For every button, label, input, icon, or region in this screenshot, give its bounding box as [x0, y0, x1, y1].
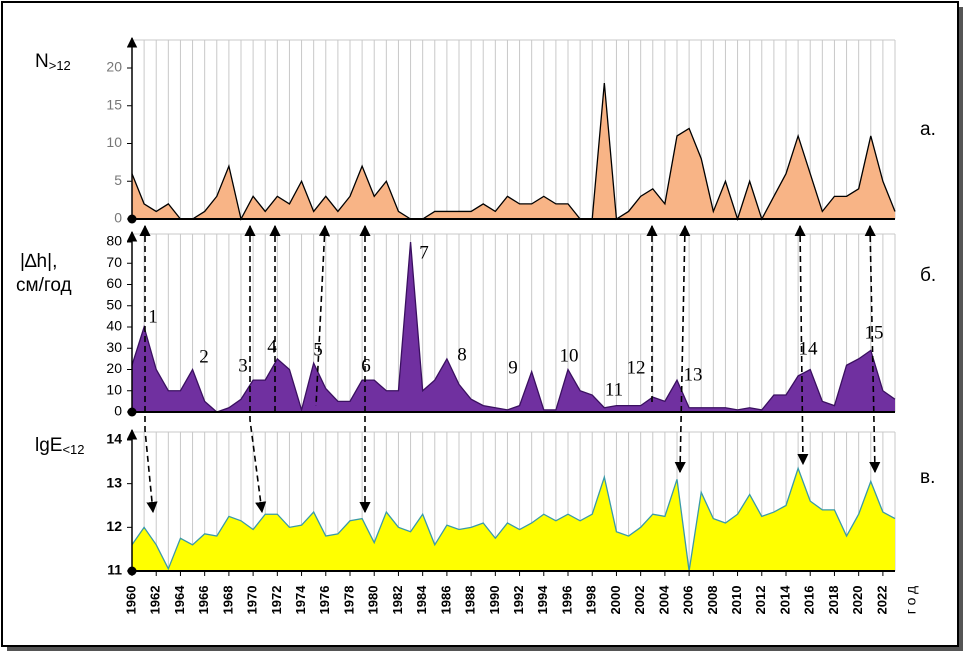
panel-label: б. — [920, 265, 936, 286]
x-tick-label: 1986 — [438, 586, 453, 615]
panel-label: в. — [920, 467, 935, 488]
x-tick-label: 1970 — [245, 586, 260, 615]
x-tick-label: 2000 — [608, 586, 623, 615]
y-label-main: lgE — [35, 435, 62, 456]
x-tick-label: 1960 — [123, 586, 138, 615]
x-tick-label: 1988 — [463, 586, 478, 615]
annotation: 8 — [457, 344, 467, 365]
x-tick-label: 1966 — [196, 586, 211, 615]
area — [132, 242, 895, 412]
arrow — [315, 224, 331, 407]
y-tick-label: 11 — [107, 562, 122, 578]
y-tick-label: 30 — [106, 339, 122, 355]
x-tick-label: 1990 — [487, 586, 502, 615]
annotation: 12 — [627, 357, 646, 378]
arrow — [674, 224, 691, 474]
x-tick-label: 2006 — [681, 586, 696, 615]
annotation: 9 — [508, 357, 518, 378]
annotation: 6 — [361, 355, 371, 376]
y-label: lgE<12 — [35, 435, 85, 457]
x-tick-label: 1984 — [414, 585, 429, 615]
x-tick-label: 1978 — [341, 586, 356, 615]
y-tick-label: 80 — [106, 233, 122, 249]
x-tick-label: 1980 — [366, 586, 381, 615]
y-tick-label: 15 — [106, 96, 122, 112]
area — [132, 83, 895, 219]
y-tick-label: 0 — [114, 210, 122, 226]
y-tick-label: 12 — [106, 518, 122, 534]
y-tick-label: 60 — [106, 275, 122, 291]
x-tick-label: 1982 — [390, 586, 405, 615]
x-tick-label: 1994 — [535, 585, 550, 615]
y-label-main: N — [35, 51, 49, 72]
x-tick-label: 1962 — [148, 586, 163, 615]
x-tick-label: 1964 — [172, 585, 187, 615]
area — [132, 468, 895, 571]
y-tick-label: 14 — [106, 431, 122, 447]
x-tick-label: 1992 — [511, 586, 526, 615]
y-tick-label: 20 — [106, 360, 122, 376]
y-tick-label: 20 — [106, 59, 122, 75]
x-tick-label: 1972 — [269, 586, 284, 615]
annotation: 2 — [199, 346, 209, 367]
annotation: 4 — [267, 336, 277, 357]
x-tick-label: 1974 — [293, 585, 308, 615]
x-tick-label: 2020 — [850, 586, 865, 615]
annotation: 1 — [148, 306, 158, 327]
y-tick-label: 5 — [114, 172, 122, 188]
y-tick-label: 13 — [106, 474, 122, 490]
line — [131, 83, 896, 222]
annotation: 7 — [419, 242, 429, 263]
y-tick-label: 50 — [106, 296, 122, 312]
x-tick-label: 2008 — [705, 586, 720, 615]
annotation: 13 — [684, 364, 703, 385]
y-label: N>12 — [35, 51, 71, 73]
arrow — [244, 224, 267, 514]
y-label-sub: <12 — [62, 442, 84, 457]
arrow — [139, 224, 158, 514]
x-tick-label: 1998 — [584, 586, 599, 615]
x-label: год — [903, 582, 919, 614]
x-tick-label: 2004 — [656, 585, 671, 615]
annotation: 5 — [313, 339, 323, 360]
x-tick-label: 1976 — [317, 586, 332, 615]
y-label-sub: >12 — [49, 58, 71, 73]
x-tick-label: 2022 — [874, 586, 889, 615]
y-tick-label: 40 — [106, 318, 122, 334]
x-tick-label: 2018 — [826, 586, 841, 615]
y-tick-label: 70 — [106, 254, 122, 270]
x-tick-label: 2014 — [777, 585, 792, 615]
x-tick-label: 2016 — [802, 586, 817, 615]
annotation: 10 — [560, 345, 579, 366]
panel-label: а. — [920, 119, 936, 140]
x-tick-label: 1996 — [559, 586, 574, 615]
y-tick-label: 0 — [114, 403, 122, 419]
y-label: |∆h|, — [20, 251, 57, 272]
line — [131, 466, 896, 572]
x-tick-label: 1968 — [220, 586, 235, 615]
annotation: 11 — [605, 379, 623, 400]
annotation: 3 — [238, 355, 248, 376]
arrows — [139, 224, 881, 514]
x-tick-label: 2002 — [632, 586, 647, 615]
y-label-main: |∆h|, — [20, 251, 57, 272]
x-tick-label: 2012 — [753, 586, 768, 615]
y-label-line2: см/год — [16, 275, 72, 296]
x-tick-label: 2010 — [729, 586, 744, 615]
arrow — [864, 224, 881, 474]
y-tick-label: 10 — [106, 134, 122, 150]
annotation: 15 — [865, 322, 884, 343]
y-tick-label: 10 — [106, 381, 122, 397]
